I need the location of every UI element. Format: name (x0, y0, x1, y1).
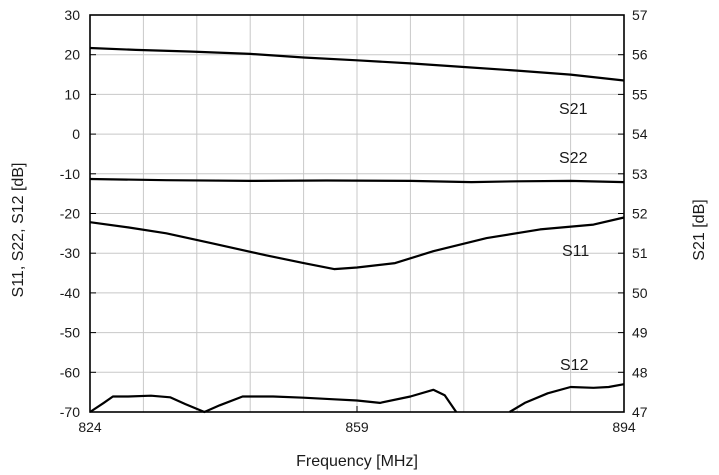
right-axis-label: S21 [dB] (691, 199, 708, 260)
annotation-s21: S21 (559, 101, 588, 118)
right-tick-label: 47 (632, 404, 648, 420)
right-axis-ticks: 57 56 55 54 53 52 51 50 49 48 47 (618, 7, 648, 420)
right-tick-label: 53 (632, 166, 648, 182)
right-tick-label: 55 (632, 86, 648, 102)
right-tick-label: 48 (632, 364, 648, 380)
left-tick-label: -50 (60, 325, 80, 341)
series-line-s12 (89, 383, 625, 414)
series-line-s11 (89, 216, 625, 271)
left-tick-label: 10 (64, 86, 80, 102)
left-tick-label: -20 (60, 206, 80, 222)
series-line-s21 (89, 46, 625, 82)
right-tick-label: 51 (632, 245, 648, 261)
right-tick-label: 52 (632, 206, 648, 222)
right-tick-label: 54 (632, 126, 648, 142)
left-tick-label: 0 (72, 126, 80, 142)
series-group (89, 46, 625, 414)
x-tick-label: 894 (612, 419, 636, 435)
right-tick-label: 56 (632, 47, 648, 63)
right-tick-label: 57 (632, 7, 648, 23)
x-tick-label: 859 (345, 419, 369, 435)
annotations: S21 S22 S11 S12 (559, 101, 589, 374)
left-tick-label: -40 (60, 285, 80, 301)
x-axis-label: Frequency [MHz] (296, 453, 418, 470)
x-axis-ticks: 824 859 894 (78, 406, 636, 435)
left-tick-label: -10 (60, 166, 80, 182)
left-tick-label: 30 (64, 7, 80, 23)
annotation-s22: S22 (559, 150, 588, 167)
left-tick-label: 20 (64, 47, 80, 63)
right-tick-label: 49 (632, 325, 648, 341)
right-tick-label: 50 (632, 285, 648, 301)
x-tick-label: 824 (78, 419, 102, 435)
annotation-s11: S11 (562, 243, 589, 260)
series-line-s22 (89, 177, 625, 184)
left-axis-ticks: 30 20 10 0 -10 -20 -30 -40 -50 -60 -70 (60, 7, 96, 420)
left-tick-label: -30 (60, 245, 80, 261)
left-tick-label: -70 (60, 404, 80, 420)
annotation-s12: S12 (560, 357, 589, 374)
left-axis-label: S11, S22, S12 [dB] (10, 163, 27, 298)
left-tick-label: -60 (60, 364, 80, 380)
grid (90, 15, 624, 412)
